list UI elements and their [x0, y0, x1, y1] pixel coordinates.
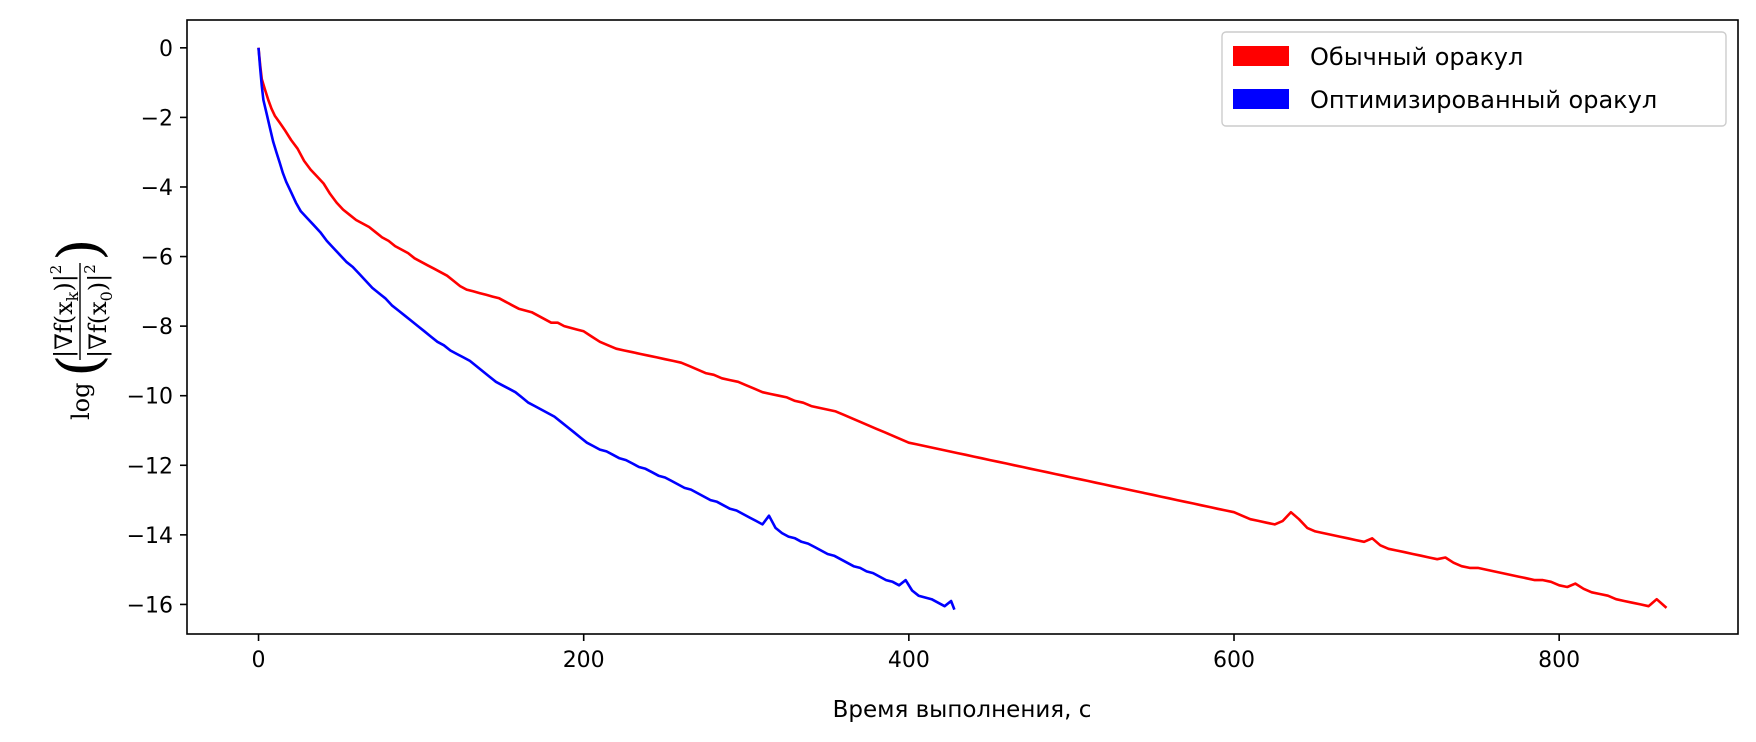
legend-swatch-blue — [1233, 89, 1289, 109]
legend-swatch-red — [1233, 46, 1289, 66]
x-axis-label: Время выполнения, с — [833, 697, 1092, 723]
plot-frame — [186, 19, 1739, 635]
x-tick-label: 0 — [252, 648, 266, 673]
y-tick-label: −8 — [141, 315, 173, 340]
series-line-1 — [257, 47, 956, 611]
y-tick-label: −4 — [141, 176, 173, 201]
y-tick-label: −10 — [127, 385, 173, 410]
legend-label-ordinary-oracle: Обычный оракул — [1310, 43, 1523, 71]
x-tick-label: 800 — [1538, 648, 1580, 673]
y-axis-label: log ( |∇f(xk)|2 |∇f(x0)|2 ) — [45, 238, 116, 420]
y-tick-label: 0 — [159, 37, 173, 62]
series-line-0 — [257, 47, 1668, 609]
y-label-open-paren: ( — [45, 354, 113, 377]
y-tick-label: −2 — [141, 106, 173, 131]
y-axis: 0 −2 −4 −6 −8 −10 −12 −14 −16 — [127, 37, 187, 618]
x-tick-label: 200 — [563, 648, 605, 673]
y-tick-label: −12 — [127, 454, 173, 479]
series-layer — [257, 47, 1668, 611]
y-tick-label: −6 — [141, 246, 173, 271]
x-axis: 0 200 400 600 800 — [252, 634, 1580, 673]
legend-label-optimized-oracle: Оптимизированный оракул — [1310, 86, 1657, 114]
y-tick-label: −14 — [127, 524, 173, 549]
y-label-log: log — [67, 383, 95, 421]
x-tick-label: 600 — [1213, 648, 1255, 673]
y-label-denominator: |∇f(x0)|2 — [81, 264, 116, 358]
legend: Обычный оракул Оптимизированный оракул — [1221, 31, 1727, 127]
y-label-numerator: |∇f(xk)|2 — [47, 265, 82, 358]
legend-frame — [1221, 31, 1727, 127]
y-label-close-paren: ) — [45, 238, 113, 261]
x-tick-label: 400 — [888, 648, 930, 673]
y-tick-label: −16 — [127, 593, 173, 618]
